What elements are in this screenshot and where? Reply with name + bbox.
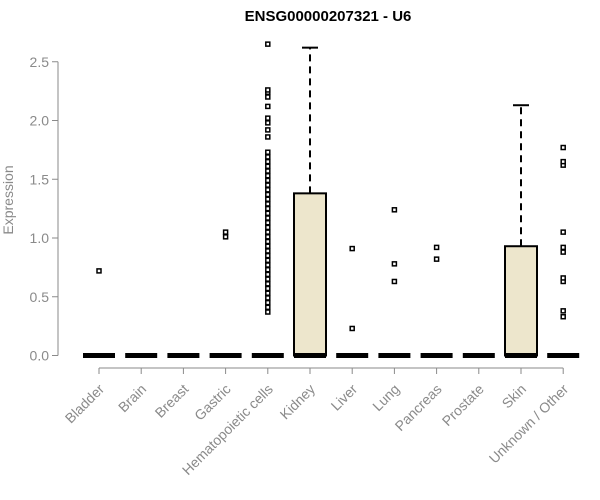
outlier-point	[265, 154, 271, 160]
y-tick-label: 2.5	[30, 54, 50, 70]
outlier-point	[265, 252, 271, 259]
outlier-point	[265, 182, 271, 188]
outlier-point	[265, 229, 271, 235]
outlier-point	[265, 234, 271, 240]
outlier-point	[265, 87, 271, 93]
x-tick-label: Liver	[328, 381, 361, 414]
outlier-point	[265, 224, 271, 231]
outlier-point	[349, 245, 355, 252]
outlier-point	[265, 120, 271, 126]
x-tick-label: Lung	[369, 381, 402, 414]
outlier-point	[265, 271, 271, 278]
outlier-point	[560, 313, 566, 320]
x-tick-label: Breast	[152, 381, 192, 421]
outlier-point	[96, 268, 102, 274]
outlier-point	[265, 127, 271, 133]
boxes	[83, 46, 580, 358]
y-tick-label: 0.5	[30, 289, 50, 305]
x-tick-label: Skin	[499, 381, 530, 412]
outlier-point	[265, 295, 271, 301]
outlier-point	[265, 187, 271, 193]
box-skin	[504, 104, 538, 358]
outlier-point	[265, 168, 271, 174]
outlier-point	[265, 94, 271, 100]
outlier-point	[265, 257, 271, 264]
outlier-point	[265, 201, 271, 207]
outlier-point	[265, 149, 271, 155]
outlier-point	[265, 285, 271, 292]
y-tick-label: 1.5	[30, 171, 50, 187]
outlier-point	[222, 234, 229, 240]
outlier-point	[265, 41, 271, 47]
x-tick-label: Pancreas	[392, 381, 445, 434]
outlier-point	[560, 144, 566, 151]
outlier-point	[560, 244, 566, 251]
outlier-point	[391, 207, 398, 213]
outlier-point	[265, 177, 271, 184]
outlier-point	[265, 134, 271, 140]
outlier-point	[265, 290, 271, 296]
outlier-points	[96, 41, 566, 332]
outlier-point	[265, 103, 271, 110]
outlier-point	[265, 266, 271, 273]
outlier-point	[265, 210, 271, 217]
outlier-point	[265, 158, 271, 165]
outlier-point	[265, 299, 271, 306]
outlier-point	[265, 248, 271, 254]
outlier-point	[265, 191, 271, 198]
y-axis-label: Expression	[0, 165, 16, 234]
outlier-point	[265, 243, 271, 249]
outlier-point	[265, 238, 271, 245]
box-kidney	[293, 46, 327, 358]
y-tick-label: 2.0	[30, 113, 50, 129]
outlier-point	[265, 163, 271, 170]
outlier-point	[265, 196, 271, 202]
outlier-point	[265, 215, 271, 221]
outlier-point	[560, 308, 566, 314]
outlier-point	[391, 261, 398, 267]
x-tick-label: Kidney	[277, 381, 319, 423]
x-tick-label: Bladder	[62, 381, 108, 427]
x-tick-label: Brain	[115, 381, 149, 415]
outlier-point	[265, 276, 271, 282]
outlier-point	[265, 205, 271, 212]
outlier-point	[560, 275, 566, 281]
y-tick-label: 0.0	[30, 348, 50, 364]
x-tick-label: Unknown / Other	[486, 381, 572, 467]
outlier-point	[265, 219, 271, 226]
outlier-point	[560, 158, 566, 165]
outlier-point	[265, 115, 271, 121]
outlier-point	[265, 281, 271, 287]
outlier-point	[560, 229, 566, 235]
chart-title: ENSG00000207321 - U6	[245, 8, 412, 25]
box-body	[504, 245, 538, 357]
outlier-point	[222, 229, 229, 235]
outlier-point	[433, 244, 440, 251]
x-tick-label: Prostate	[439, 381, 487, 429]
outlier-point	[265, 262, 271, 268]
outlier-point	[349, 325, 355, 332]
outlier-point	[560, 249, 566, 255]
box-body	[293, 192, 327, 357]
outlier-point	[433, 256, 440, 262]
y-tick-label: 1.0	[30, 230, 50, 246]
outlier-point	[391, 278, 398, 285]
outlier-point	[265, 304, 271, 311]
outlier-point	[265, 172, 271, 179]
outlier-point	[265, 309, 271, 315]
